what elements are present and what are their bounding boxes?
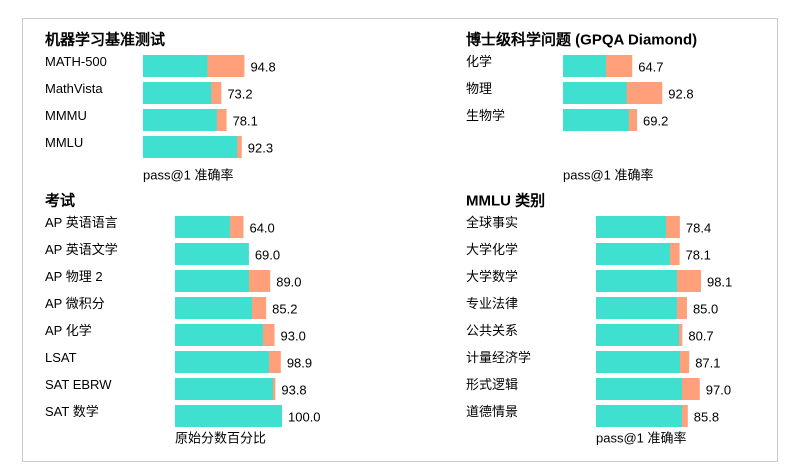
value-label: 85.2 — [272, 302, 297, 317]
category-label: AP 英语文学 — [45, 242, 118, 257]
value-label: 80.7 — [688, 329, 713, 344]
value-label: 93.8 — [281, 383, 306, 398]
panel-title: 考试 — [45, 192, 75, 210]
base-bar — [563, 55, 607, 77]
chart-panel-2: 博士级科学问题 (GPQA Diamond) 化学 64.7 物理 92.8 生物学 69.… — [466, 31, 697, 183]
base-bar — [175, 324, 263, 346]
category-label: MMLU — [45, 135, 83, 150]
category-label: MATH-500 — [45, 54, 107, 69]
x-axis-label: pass@1 准确率 — [563, 168, 654, 183]
value-label: 69.0 — [255, 248, 280, 263]
value-label: 87.1 — [695, 356, 720, 371]
category-label: 生物学 — [466, 108, 505, 123]
value-label: 64.0 — [249, 221, 274, 236]
panel-title: MMLU 类别 — [466, 192, 545, 210]
category-label: LSAT — [45, 350, 77, 365]
category-label: 公共关系 — [466, 323, 518, 338]
base-bar — [175, 243, 249, 265]
base-bar — [563, 109, 629, 131]
base-bar — [175, 378, 274, 400]
value-label: 97.0 — [706, 383, 731, 398]
category-label: MMMU — [45, 108, 87, 123]
x-axis-label: pass@1 准确率 — [596, 431, 687, 446]
value-label: 85.0 — [693, 302, 718, 317]
base-bar — [596, 351, 680, 373]
base-bar — [143, 55, 208, 77]
base-bar — [596, 378, 683, 400]
category-label: 物理 — [466, 81, 492, 96]
category-label: AP 物理 2 — [45, 269, 103, 284]
category-label: SAT 数学 — [45, 404, 99, 419]
base-bar — [596, 243, 671, 265]
x-axis-label: pass@1 准确率 — [143, 168, 234, 183]
value-label: 98.9 — [287, 356, 312, 371]
panel-title: 博士级科学问题 (GPQA Diamond) — [466, 31, 697, 49]
category-label: AP 化学 — [45, 323, 92, 338]
category-label: AP 英语语言 — [45, 215, 118, 230]
chart-panel-3: 考试 AP 英语语言 64.0 AP 英语文学 69.0 AP 物理 2 89.0 AP 微积… — [45, 192, 321, 446]
value-label: 78.1 — [686, 248, 711, 263]
value-label: 64.7 — [638, 60, 663, 75]
base-bar — [175, 297, 253, 319]
base-bar — [596, 405, 683, 427]
base-bar — [175, 405, 282, 427]
base-bar — [596, 297, 677, 319]
base-bar — [563, 82, 627, 104]
category-label: 全球事实 — [466, 215, 518, 230]
value-label: 73.2 — [227, 87, 252, 102]
base-bar — [596, 216, 666, 238]
value-label: 94.8 — [250, 60, 275, 75]
value-label: 85.8 — [694, 410, 719, 425]
category-label: 计量经济学 — [466, 350, 531, 365]
value-label: 92.8 — [668, 87, 693, 102]
category-label: 道德情景 — [466, 404, 518, 419]
category-label: 化学 — [466, 54, 492, 69]
value-label: 78.4 — [686, 221, 711, 236]
category-label: 大学化学 — [466, 242, 518, 257]
x-axis-label: 原始分数百分比 — [175, 431, 266, 446]
base-bar — [175, 270, 250, 292]
category-label: 大学数学 — [466, 269, 518, 284]
value-label: 89.0 — [276, 275, 301, 290]
value-label: 78.1 — [233, 114, 258, 129]
category-label: SAT EBRW — [45, 377, 112, 392]
category-label: 形式逻辑 — [466, 377, 518, 392]
base-bar — [175, 351, 270, 373]
category-label: AP 微积分 — [45, 296, 105, 311]
value-label: 69.2 — [643, 114, 668, 129]
value-label: 98.1 — [707, 275, 732, 290]
chart-panel-1: 机器学习基准测试 MATH-500 94.8 MathVista 73.2 MMMU 78.… — [45, 31, 276, 183]
base-bar — [596, 270, 677, 292]
base-bar — [143, 109, 217, 131]
value-label: 93.0 — [281, 329, 306, 344]
base-bar — [175, 216, 231, 238]
panel-title: 机器学习基准测试 — [45, 31, 165, 49]
base-bar — [143, 136, 238, 158]
category-label: MathVista — [45, 81, 103, 96]
category-label: 专业法律 — [466, 296, 518, 311]
value-label: 92.3 — [248, 141, 273, 156]
base-bar — [143, 82, 212, 104]
value-label: 100.0 — [288, 410, 321, 425]
base-bar — [596, 324, 680, 346]
